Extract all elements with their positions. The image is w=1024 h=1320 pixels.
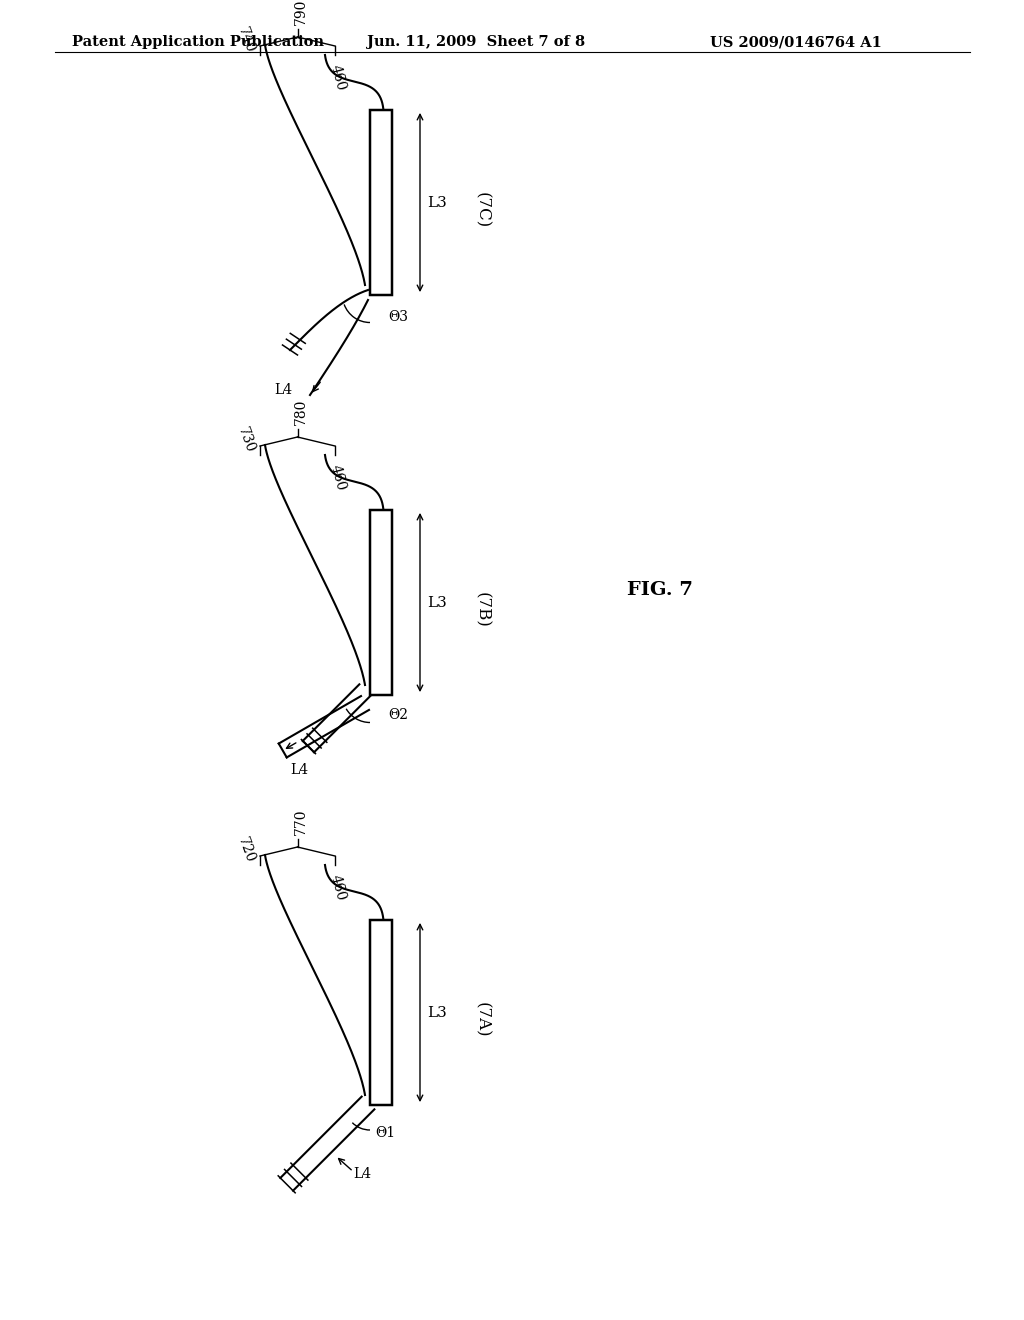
- Text: Θ1: Θ1: [375, 1126, 395, 1140]
- Text: 740: 740: [234, 25, 257, 55]
- Text: Θ3: Θ3: [388, 310, 408, 323]
- Text: FIG. 7: FIG. 7: [627, 581, 693, 599]
- Text: 780: 780: [294, 399, 307, 425]
- Text: L3: L3: [427, 1006, 446, 1020]
- Text: 460: 460: [328, 63, 348, 92]
- Text: 460: 460: [328, 873, 348, 902]
- Text: Patent Application Publication: Patent Application Publication: [72, 36, 324, 49]
- Text: US 2009/0146764 A1: US 2009/0146764 A1: [710, 36, 882, 49]
- Text: 770: 770: [294, 808, 307, 836]
- Text: L4: L4: [291, 763, 309, 776]
- Text: L4: L4: [353, 1167, 372, 1180]
- Text: Jun. 11, 2009  Sheet 7 of 8: Jun. 11, 2009 Sheet 7 of 8: [367, 36, 585, 49]
- Text: 790: 790: [294, 0, 307, 25]
- Text: L4: L4: [273, 383, 292, 397]
- Text: 460: 460: [328, 463, 348, 492]
- Bar: [370, 110, 392, 294]
- Text: (7C): (7C): [473, 191, 490, 228]
- Text: (7B): (7B): [473, 593, 490, 628]
- Bar: [370, 510, 392, 696]
- Text: 720: 720: [234, 836, 257, 865]
- Bar: [370, 920, 392, 1105]
- Text: L3: L3: [427, 597, 446, 610]
- Text: (7A): (7A): [473, 1002, 490, 1038]
- Text: Θ2: Θ2: [388, 708, 408, 722]
- Text: 730: 730: [234, 425, 257, 455]
- Text: L3: L3: [427, 195, 446, 210]
